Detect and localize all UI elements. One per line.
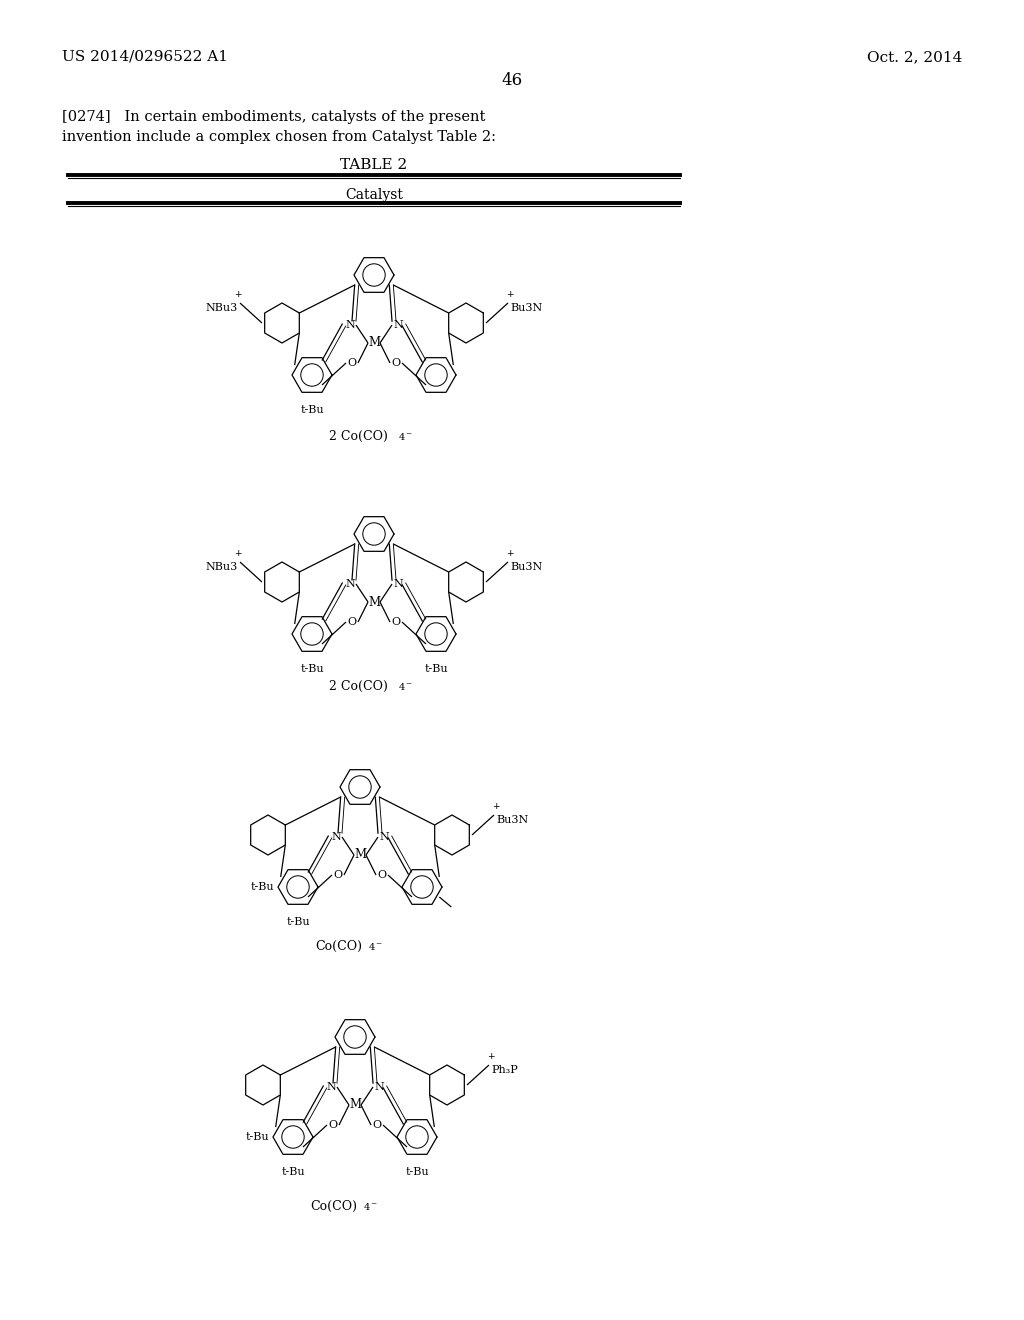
- Text: Bu3N: Bu3N: [510, 304, 543, 313]
- Text: +: +: [506, 549, 514, 558]
- Text: ⁻: ⁻: [375, 940, 381, 953]
- Text: US 2014/0296522 A1: US 2014/0296522 A1: [62, 50, 228, 63]
- Text: t-Bu: t-Bu: [282, 1167, 305, 1177]
- Text: N: N: [393, 579, 402, 589]
- Text: 4: 4: [399, 433, 406, 442]
- Text: 46: 46: [502, 73, 522, 88]
- Text: +: +: [487, 1052, 495, 1061]
- Text: 2 Co(CO): 2 Co(CO): [329, 430, 388, 444]
- Text: t-Bu: t-Bu: [246, 1133, 269, 1142]
- Text: t-Bu: t-Bu: [424, 664, 447, 675]
- Text: Bu3N: Bu3N: [496, 814, 528, 825]
- Text: Bu3N: Bu3N: [510, 562, 543, 572]
- Text: M: M: [368, 337, 380, 350]
- Text: t-Bu: t-Bu: [300, 664, 324, 675]
- Text: N: N: [345, 579, 355, 589]
- Text: 4: 4: [399, 682, 406, 692]
- Text: TABLE 2: TABLE 2: [340, 158, 408, 172]
- Text: O: O: [378, 870, 387, 880]
- Text: O: O: [391, 358, 400, 368]
- Text: Oct. 2, 2014: Oct. 2, 2014: [866, 50, 962, 63]
- Text: N: N: [345, 319, 355, 330]
- Text: NBu3: NBu3: [206, 562, 238, 572]
- Text: Ph₃P: Ph₃P: [490, 1065, 518, 1074]
- Text: t-Bu: t-Bu: [251, 882, 274, 892]
- Text: N: N: [331, 832, 341, 842]
- Text: t-Bu: t-Bu: [406, 1167, 429, 1177]
- Text: M: M: [368, 595, 380, 609]
- Text: t-Bu: t-Bu: [300, 405, 324, 414]
- Text: Co(CO): Co(CO): [315, 940, 362, 953]
- Text: N: N: [379, 832, 389, 842]
- Text: O: O: [347, 358, 356, 368]
- Text: NBu3: NBu3: [206, 304, 238, 313]
- Text: 4: 4: [364, 1203, 371, 1212]
- Text: +: +: [234, 290, 242, 300]
- Text: Catalyst: Catalyst: [345, 187, 402, 202]
- Text: O: O: [347, 616, 356, 627]
- Text: N: N: [326, 1082, 336, 1092]
- Text: O: O: [329, 1119, 338, 1130]
- Text: [0274]   In certain embodiments, catalysts of the present
invention include a co: [0274] In certain embodiments, catalysts…: [62, 110, 496, 144]
- Text: 2 Co(CO): 2 Co(CO): [329, 680, 388, 693]
- Text: M: M: [349, 1098, 361, 1111]
- Text: +: +: [493, 803, 500, 810]
- Text: +: +: [234, 549, 242, 558]
- Text: ⁻: ⁻: [370, 1200, 376, 1213]
- Text: ⁻: ⁻: [406, 680, 412, 693]
- Text: Co(CO): Co(CO): [310, 1200, 357, 1213]
- Text: N: N: [393, 319, 402, 330]
- Text: N: N: [374, 1082, 384, 1092]
- Text: +: +: [506, 290, 514, 300]
- Text: O: O: [391, 616, 400, 627]
- Text: 4: 4: [369, 942, 375, 952]
- Text: O: O: [373, 1119, 382, 1130]
- Text: M: M: [354, 849, 366, 862]
- Text: ⁻: ⁻: [406, 430, 412, 444]
- Text: t-Bu: t-Bu: [286, 917, 310, 927]
- Text: O: O: [334, 870, 343, 880]
